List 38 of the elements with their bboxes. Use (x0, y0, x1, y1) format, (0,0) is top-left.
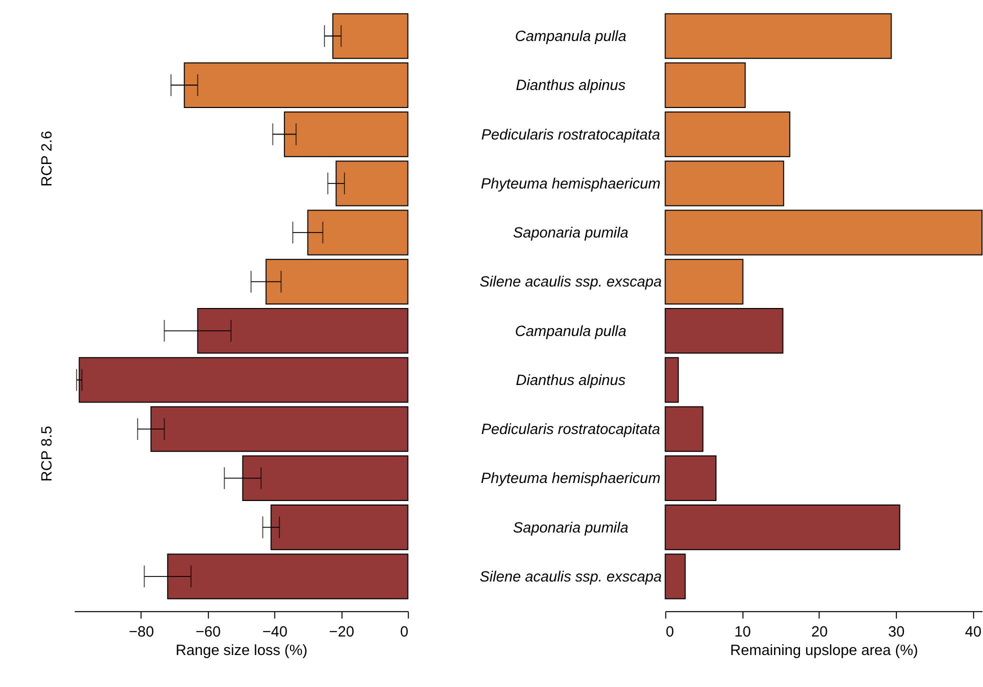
y-tick-label: Pedicularis rostratocapitata (481, 127, 660, 144)
bar (664, 258, 744, 305)
y-tick-label: Saponaria pumila (512, 520, 628, 536)
bar (664, 357, 679, 403)
y-tick-label: Dianthus alpinus (516, 78, 626, 94)
x-tick-label: −60 (196, 624, 221, 640)
bar (664, 160, 784, 206)
bar (664, 13, 892, 59)
x-tick-label: 40 (965, 624, 982, 640)
y-tick-label: Phyteuma hemisphaericum (480, 471, 661, 488)
text: RCP 2.6 (39, 130, 56, 187)
x-tick-label: −20 (329, 624, 354, 640)
bar (664, 111, 790, 158)
bar (664, 308, 784, 354)
y-tick-label: Saponaria pumila (512, 226, 628, 242)
y-tick-label: Silene acaulis ssp. exscapa (480, 274, 662, 291)
bar (664, 504, 900, 550)
y-tick-label: Dianthus alpinus (516, 372, 626, 389)
y-tick-label: Silene acaulis ssp. exscapa (480, 569, 662, 586)
bar (664, 455, 716, 502)
x-tick-label: 20 (811, 624, 828, 640)
y-tick-label: Campanula pulla (515, 324, 626, 340)
y-tick-label: Campanula pulla (515, 29, 626, 46)
x-tick-label: 10 (734, 624, 751, 640)
bar (664, 554, 686, 600)
x-tick-label: 0 (666, 624, 674, 640)
x-tick-label: −40 (262, 624, 288, 640)
bar (664, 406, 704, 452)
text: RCP 8.5 (39, 426, 56, 482)
x-axis-title: Range size loss (%) (176, 643, 308, 660)
x-axis-title: Remaining upslope area (%) (730, 643, 918, 660)
x-tick-label: −80 (128, 624, 154, 640)
x-tick-label: 0 (400, 624, 408, 640)
y-tick-label: Phyteuma hemisphaericum (480, 176, 661, 192)
bar (664, 210, 983, 256)
x-tick-label: 30 (888, 624, 905, 640)
y-tick-label: Pedicularis rostratocapitata (481, 422, 660, 438)
bar (664, 62, 746, 108)
